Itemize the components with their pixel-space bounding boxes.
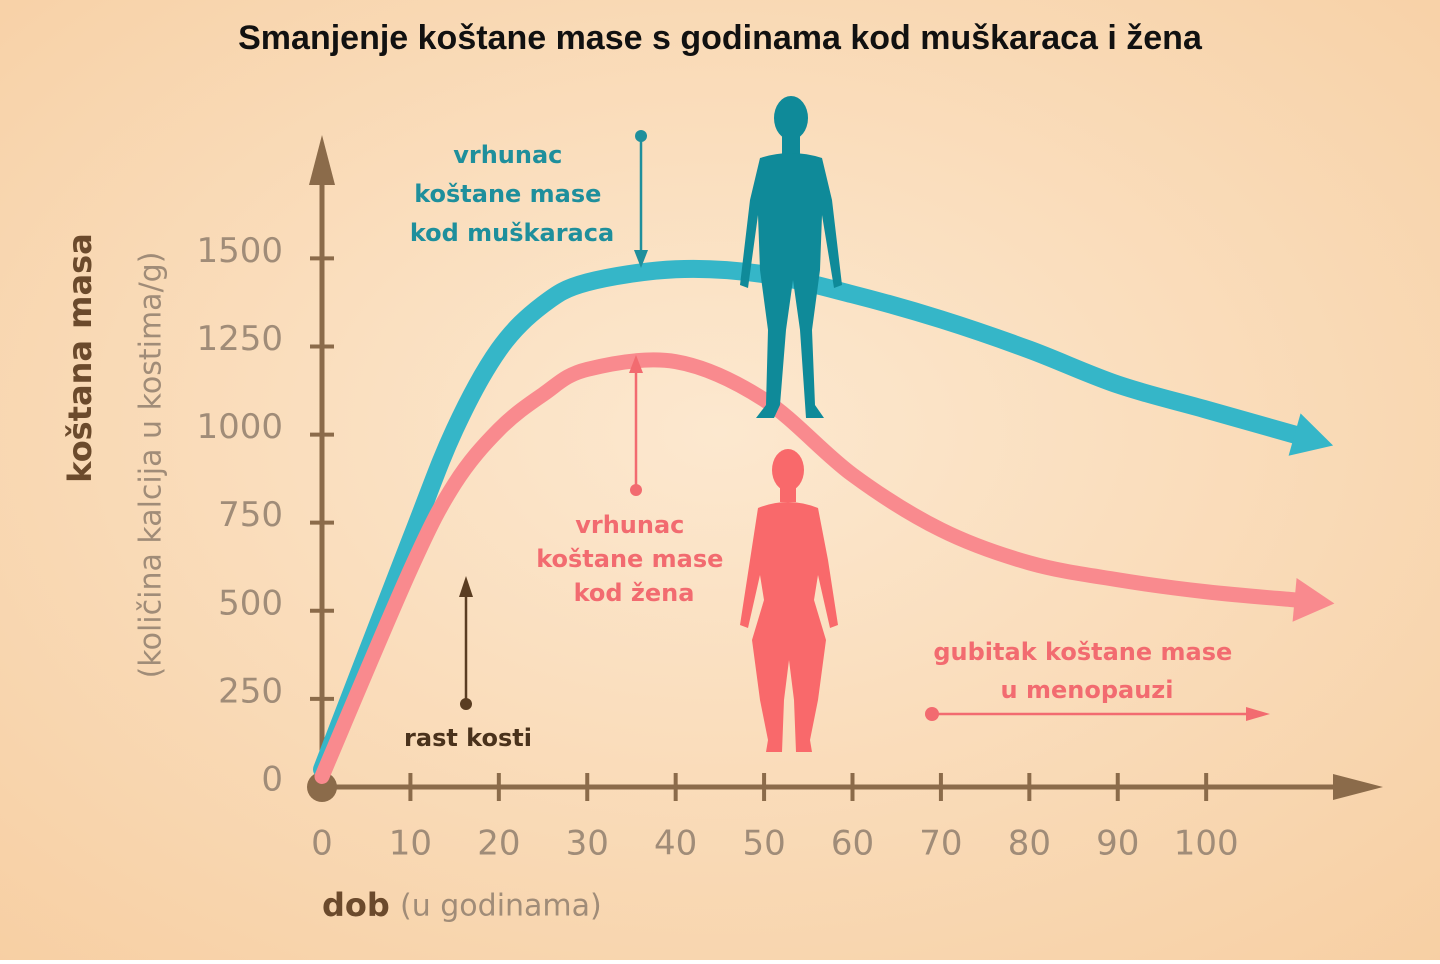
annotation-line: kod žena <box>574 579 695 607</box>
pointer-dot <box>460 698 472 710</box>
annotation: gubitak koštane mase u menopauzi <box>933 638 1240 704</box>
y-tick-label: 1000 <box>196 407 283 447</box>
pointer-head <box>1246 707 1270 721</box>
annotation-line: vrhunac <box>453 141 562 169</box>
chart-title: Smanjenje koštane mase s godinama kod mu… <box>238 19 1203 57</box>
y-tick-label: 1250 <box>196 319 283 359</box>
annotation-line: u menopauzi <box>1001 676 1174 704</box>
line-arrow-head <box>1292 577 1335 622</box>
y-axis-note: (količina kalcija u kostima/g) <box>134 252 169 679</box>
x-tick-label: 40 <box>654 824 697 864</box>
annotation-line: koštane mase <box>414 180 601 208</box>
y-tick-label: 0 <box>261 760 283 800</box>
x-axis-label: dob <box>322 886 390 924</box>
x-axis-arrow <box>1333 774 1383 800</box>
x-tick-label: 30 <box>566 824 609 864</box>
annotations: vrhunac koštane mase kod muškaraca vrhun… <box>404 96 1270 752</box>
x-axis-note: (u godinama) <box>400 889 602 924</box>
pointer-dot <box>925 707 939 721</box>
y-axis-label: koštana masa <box>61 233 99 482</box>
annotation: vrhunac koštane mase kod muškaraca <box>410 141 614 247</box>
x-tick-label: 100 <box>1174 824 1239 864</box>
y-tick-label: 250 <box>218 671 283 711</box>
y-tick-label: 750 <box>218 495 283 535</box>
woman-silhouette <box>740 449 838 752</box>
pointer-dot <box>630 484 642 496</box>
x-tick-label: 70 <box>919 824 962 864</box>
x-tick-label: 60 <box>831 824 874 864</box>
pointer-dot <box>635 130 647 142</box>
series-line <box>314 352 1303 784</box>
pointer-head <box>629 355 643 373</box>
x-tick-label: 80 <box>1008 824 1051 864</box>
annotation: vrhunac koštane mase kod žena <box>536 511 732 607</box>
x-tick-label: 10 <box>389 824 432 864</box>
y-tick-label: 500 <box>218 583 283 623</box>
x-tick-label: 50 <box>742 824 785 864</box>
series-line <box>313 259 1304 779</box>
annotation: rast kosti <box>404 724 532 752</box>
x-tick-label: 20 <box>477 824 520 864</box>
y-axis-arrow <box>309 135 335 185</box>
line-arrow-head <box>1288 413 1334 456</box>
origin-dot <box>307 772 337 802</box>
y-tick-label: 1500 <box>196 231 283 271</box>
x-tick-label: 90 <box>1096 824 1139 864</box>
annotation-line: kod muškaraca <box>410 219 614 247</box>
pointer-head <box>634 250 648 268</box>
annotation-line: koštane mase <box>536 545 723 573</box>
annotation-line: gubitak koštane mase <box>933 638 1232 666</box>
man-silhouette <box>740 96 842 418</box>
pointer-head <box>459 576 473 597</box>
x-tick-label: 0 <box>311 824 333 864</box>
annotation-line: vrhunac <box>575 511 684 539</box>
